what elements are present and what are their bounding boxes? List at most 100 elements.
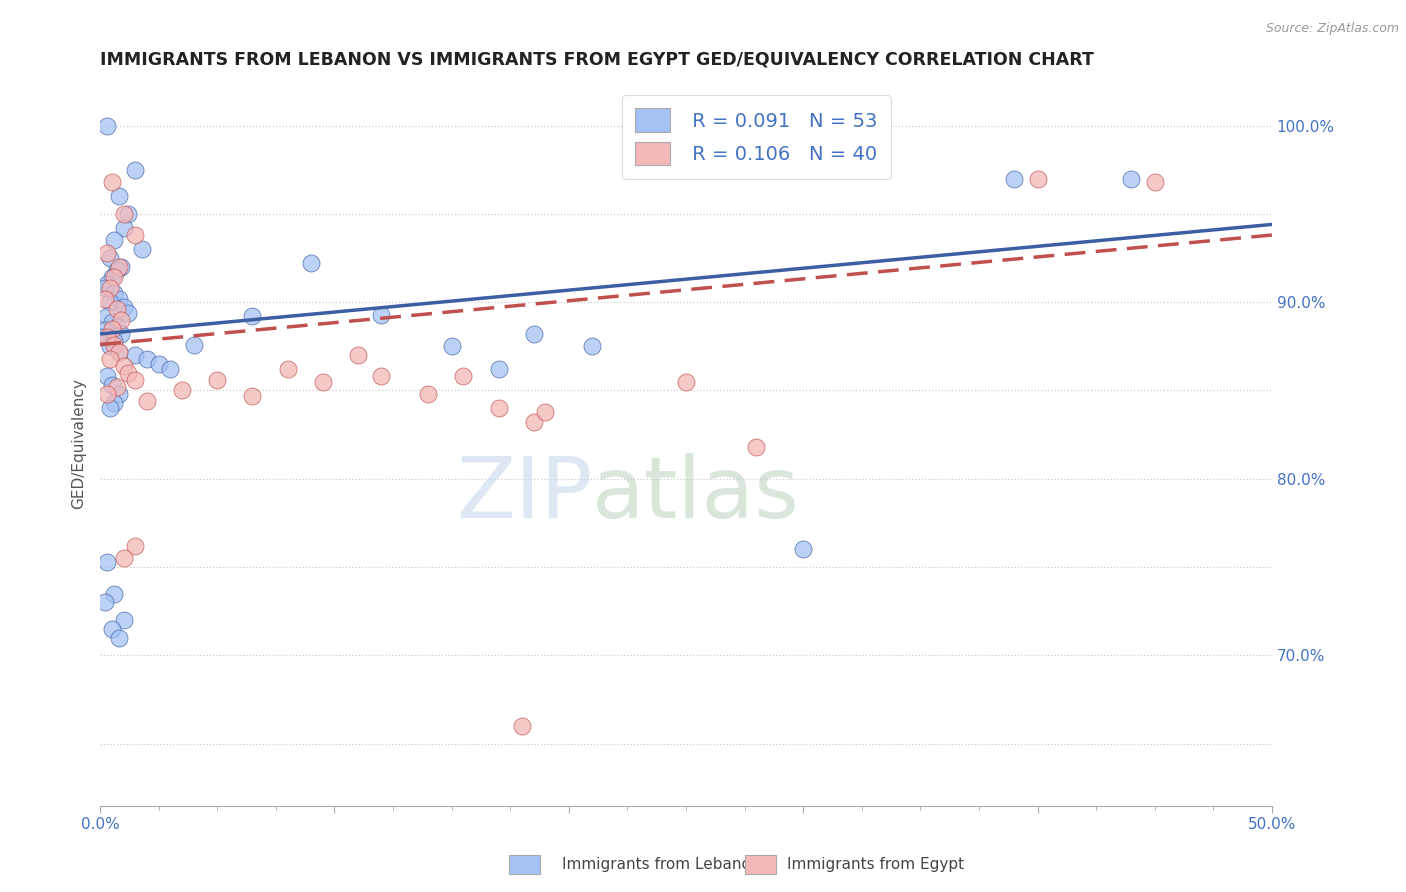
Point bbox=[98, 339, 121, 353]
Point bbox=[745, 440, 768, 454]
Point bbox=[103, 396, 125, 410]
Point bbox=[96, 369, 118, 384]
Text: atlas: atlas bbox=[592, 452, 800, 536]
Point bbox=[94, 281, 117, 295]
Point bbox=[101, 378, 124, 392]
Point bbox=[534, 405, 557, 419]
Point bbox=[131, 242, 153, 256]
Point bbox=[581, 339, 603, 353]
Point bbox=[108, 344, 131, 359]
Point bbox=[101, 321, 124, 335]
Point bbox=[103, 334, 125, 348]
Point bbox=[101, 270, 124, 285]
Point bbox=[105, 263, 128, 277]
Point bbox=[101, 315, 124, 329]
Point bbox=[117, 207, 139, 221]
Point bbox=[510, 719, 533, 733]
Point bbox=[105, 302, 128, 317]
Point bbox=[792, 542, 814, 557]
Point bbox=[112, 551, 135, 566]
Point bbox=[108, 344, 131, 359]
Point bbox=[96, 277, 118, 292]
Point bbox=[96, 387, 118, 401]
Point bbox=[101, 175, 124, 189]
Point bbox=[110, 260, 132, 274]
Point bbox=[112, 221, 135, 235]
Point bbox=[112, 613, 135, 627]
Point bbox=[370, 369, 392, 384]
Point bbox=[488, 362, 510, 376]
Point bbox=[453, 369, 475, 384]
Point bbox=[108, 292, 131, 306]
Point bbox=[124, 348, 146, 362]
Text: Source: ZipAtlas.com: Source: ZipAtlas.com bbox=[1265, 22, 1399, 36]
Point bbox=[103, 270, 125, 285]
Point bbox=[91, 330, 114, 344]
Y-axis label: GED/Equivalency: GED/Equivalency bbox=[72, 378, 86, 509]
Text: Immigrants from Lebanon: Immigrants from Lebanon bbox=[562, 857, 761, 872]
Point bbox=[98, 295, 121, 310]
Point bbox=[108, 631, 131, 645]
Point bbox=[96, 310, 118, 324]
Point bbox=[312, 375, 335, 389]
Point bbox=[96, 245, 118, 260]
Point bbox=[103, 337, 125, 351]
Point bbox=[103, 233, 125, 247]
Point bbox=[108, 387, 131, 401]
Point bbox=[110, 313, 132, 327]
Text: Immigrants from Egypt: Immigrants from Egypt bbox=[787, 857, 965, 872]
Point bbox=[1121, 171, 1143, 186]
Point bbox=[108, 260, 131, 274]
Point bbox=[675, 375, 697, 389]
Point bbox=[124, 162, 146, 177]
Point bbox=[117, 306, 139, 320]
Point bbox=[207, 373, 229, 387]
Point bbox=[159, 362, 181, 376]
Point bbox=[94, 292, 117, 306]
Legend:  R = 0.091   N = 53,  R = 0.106   N = 40: R = 0.091 N = 53, R = 0.106 N = 40 bbox=[621, 95, 891, 179]
Point bbox=[488, 401, 510, 416]
Point bbox=[112, 359, 135, 373]
Point bbox=[96, 555, 118, 569]
Point bbox=[112, 207, 135, 221]
Point bbox=[183, 337, 205, 351]
Point bbox=[98, 281, 121, 295]
Point bbox=[96, 119, 118, 133]
Point bbox=[136, 351, 159, 366]
Point bbox=[148, 357, 170, 371]
Point bbox=[1143, 175, 1166, 189]
Point bbox=[96, 330, 118, 344]
Point bbox=[242, 389, 264, 403]
Point bbox=[277, 362, 299, 376]
Point bbox=[523, 326, 546, 341]
Point bbox=[418, 387, 440, 401]
Point bbox=[112, 301, 135, 315]
Point bbox=[172, 384, 194, 398]
Point bbox=[94, 595, 117, 609]
Text: ZIP: ZIP bbox=[456, 452, 592, 536]
Point bbox=[105, 380, 128, 394]
Point bbox=[299, 256, 322, 270]
Point bbox=[124, 227, 146, 242]
Point bbox=[523, 415, 546, 429]
Point bbox=[98, 251, 121, 265]
Point bbox=[124, 373, 146, 387]
Point bbox=[108, 189, 131, 203]
Point bbox=[440, 339, 463, 353]
Point bbox=[1002, 171, 1025, 186]
Point bbox=[370, 308, 392, 322]
Point bbox=[103, 586, 125, 600]
Point bbox=[124, 539, 146, 553]
Point bbox=[110, 326, 132, 341]
Point bbox=[94, 323, 117, 337]
Point bbox=[242, 310, 264, 324]
Point bbox=[103, 286, 125, 301]
Point bbox=[98, 401, 121, 416]
Point bbox=[347, 348, 370, 362]
Point bbox=[117, 366, 139, 380]
Point bbox=[98, 351, 121, 366]
Point bbox=[105, 319, 128, 334]
Point bbox=[1026, 171, 1049, 186]
Text: IMMIGRANTS FROM LEBANON VS IMMIGRANTS FROM EGYPT GED/EQUIVALENCY CORRELATION CHA: IMMIGRANTS FROM LEBANON VS IMMIGRANTS FR… bbox=[100, 51, 1094, 69]
Point bbox=[101, 622, 124, 636]
